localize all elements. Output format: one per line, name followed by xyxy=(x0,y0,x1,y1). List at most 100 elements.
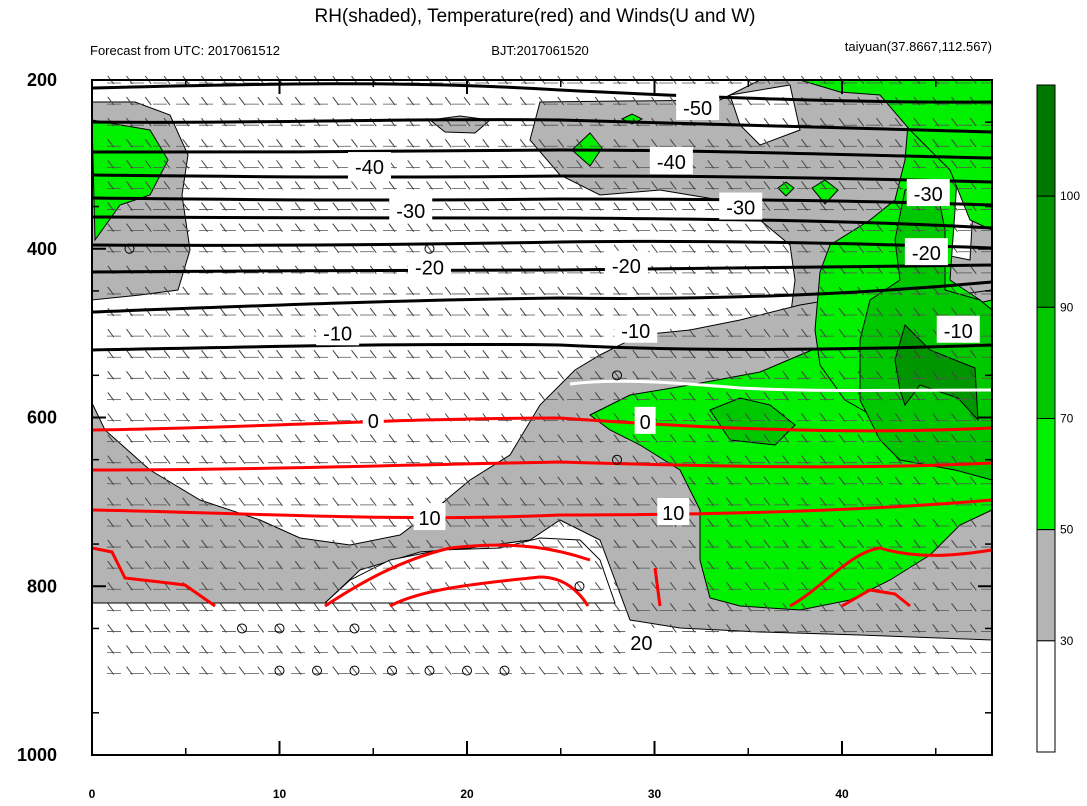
wind-barb xyxy=(163,624,171,633)
wind-barb xyxy=(276,392,283,401)
wind-barb xyxy=(651,349,658,359)
wind-barb xyxy=(838,328,846,338)
wind-barb xyxy=(782,581,790,591)
wind-barb xyxy=(276,286,283,296)
wind-barb xyxy=(688,181,696,190)
wind-barb xyxy=(144,202,152,211)
wind-barb xyxy=(913,434,921,443)
wind-barb xyxy=(219,392,227,401)
wind-barb xyxy=(744,413,752,422)
wind-barb xyxy=(782,202,790,211)
wind-barb xyxy=(257,160,265,169)
wind-barb xyxy=(444,603,452,612)
wind-barb xyxy=(726,539,733,549)
wind-barb xyxy=(463,392,471,401)
wind-barb xyxy=(857,560,865,570)
wind-barb xyxy=(594,223,602,232)
wind-barb xyxy=(426,455,433,464)
wind-barb xyxy=(369,349,377,359)
wind-barb xyxy=(107,223,115,232)
wind-barb xyxy=(782,371,790,380)
wind-barb xyxy=(126,202,133,211)
wind-barb xyxy=(313,307,321,317)
wind-barb xyxy=(538,624,546,633)
wind-barb xyxy=(932,138,940,148)
wind-barb xyxy=(651,518,658,528)
wind-barb xyxy=(126,96,133,106)
wind-barb xyxy=(444,455,452,464)
wind-barb xyxy=(351,624,358,633)
wind-barb xyxy=(744,307,752,317)
wind-barb xyxy=(332,645,340,654)
wind-barb xyxy=(257,371,265,380)
wind-barb xyxy=(369,624,377,633)
wind-barb xyxy=(857,244,865,254)
wind-barb xyxy=(744,244,752,254)
wind-barb xyxy=(538,286,546,296)
contour-label: -30 xyxy=(396,201,425,223)
wind-barb xyxy=(407,307,415,317)
calm-wind-circle xyxy=(312,665,322,676)
wind-barb xyxy=(407,286,415,296)
wind-barb xyxy=(144,455,152,464)
wind-barb xyxy=(726,223,733,232)
wind-barb xyxy=(219,624,227,633)
wind-barb xyxy=(669,286,677,296)
wind-barb xyxy=(219,560,227,570)
wind-barb xyxy=(688,392,696,401)
wind-barb xyxy=(369,518,377,528)
contour-label-box xyxy=(348,152,391,180)
wind-barb xyxy=(688,349,696,359)
wind-barb xyxy=(707,160,715,169)
wind-barb xyxy=(407,392,415,401)
contour-label: -50 xyxy=(683,98,712,120)
wind-barb xyxy=(819,202,827,211)
rh-green-dot-3 xyxy=(777,181,795,197)
wind-barb xyxy=(238,476,246,486)
contour-label: 10 xyxy=(418,508,440,530)
wind-barb xyxy=(201,328,208,338)
wind-barb xyxy=(594,392,602,401)
wind-barb xyxy=(482,645,490,654)
wind-barb xyxy=(763,539,771,549)
wind-barb xyxy=(257,138,265,148)
wind-barb xyxy=(707,202,715,211)
wind-barb xyxy=(257,645,265,654)
wind-barb xyxy=(744,603,752,612)
wind-barb xyxy=(144,434,152,443)
wind-barb xyxy=(557,96,565,106)
wind-barb xyxy=(332,138,340,148)
x-tick-label: 40 xyxy=(835,787,849,801)
wind-barb xyxy=(894,434,902,443)
wind-barb xyxy=(163,539,171,549)
wind-barb xyxy=(407,666,415,675)
wind-barb xyxy=(294,371,302,380)
wind-barb xyxy=(407,371,415,380)
wind-barb xyxy=(707,349,715,359)
wind-barb xyxy=(576,349,583,359)
station-label: taiyuan(37.8667,112.567) xyxy=(845,39,992,54)
wind-barb xyxy=(257,666,265,675)
wind-barb xyxy=(613,560,621,570)
wind-barb xyxy=(538,476,546,486)
wind-barb xyxy=(838,117,846,127)
wind-barb xyxy=(538,223,546,232)
wind-barb xyxy=(651,286,658,296)
wind-barb xyxy=(707,518,715,528)
wind-barb xyxy=(951,476,958,486)
wind-barb xyxy=(257,560,265,570)
wind-barb xyxy=(388,96,396,106)
wind-barb xyxy=(501,181,508,190)
wind-barb xyxy=(482,181,490,190)
wind-barb xyxy=(257,181,265,190)
contour-label-box xyxy=(408,252,451,280)
wind-barb xyxy=(294,223,302,232)
wind-barb xyxy=(707,581,715,591)
wind-barb xyxy=(144,286,152,296)
wind-barb xyxy=(444,202,452,211)
calm-wind-circle xyxy=(274,623,285,634)
wind-barb xyxy=(351,497,358,507)
wind-barb xyxy=(557,497,565,507)
wind-barb xyxy=(182,286,190,296)
wind-barb xyxy=(801,413,808,422)
